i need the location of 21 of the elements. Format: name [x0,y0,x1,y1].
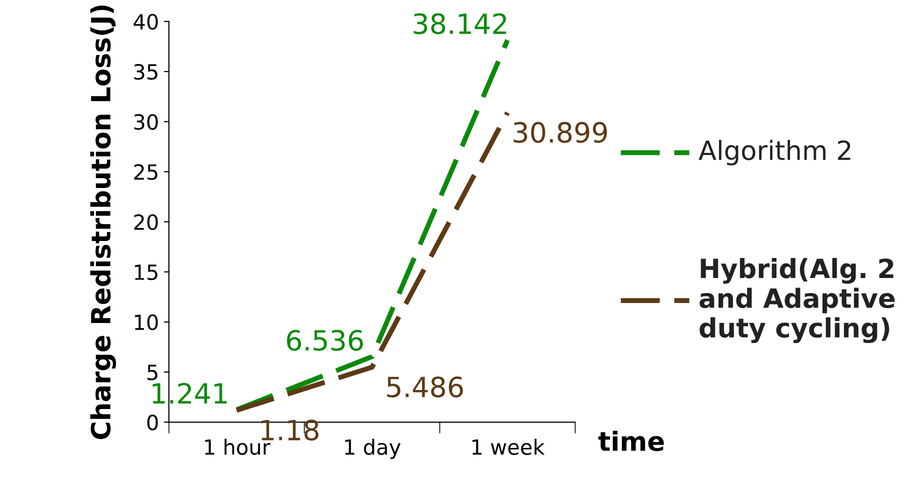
y-tick-label: 20 [134,214,158,230]
legend-label: Algorithm 2 [698,140,850,166]
legend-label: Hybrid(Alg. 2 and Adaptive duty cycling) [700,258,895,344]
data-label: 6.536 [287,330,363,351]
y-tick-label: 25 [134,164,158,180]
data-label: 30.899 [514,122,607,143]
y-tick-label: 0 [147,414,158,430]
y-tick-label: 5 [148,364,158,380]
y-axis-title: Charge Redistribution Loss(J) [90,5,116,440]
y-tick-label: 40 [134,14,158,30]
y-tick-label: 15 [134,264,158,280]
data-label: 38.142 [414,13,506,34]
y-tick-label: 30 [134,114,158,130]
y-tick-label: 10 [134,314,158,330]
y-tick-label: 35 [134,64,158,80]
data-label: 5.486 [387,376,463,398]
x-tick-label: 1 day [345,438,401,459]
x-tick-label: 1 hour [205,438,270,455]
x-axis-title: time [598,430,664,452]
x-tick-label: 1 week [472,438,545,455]
data-label: 1.18 [262,420,318,441]
